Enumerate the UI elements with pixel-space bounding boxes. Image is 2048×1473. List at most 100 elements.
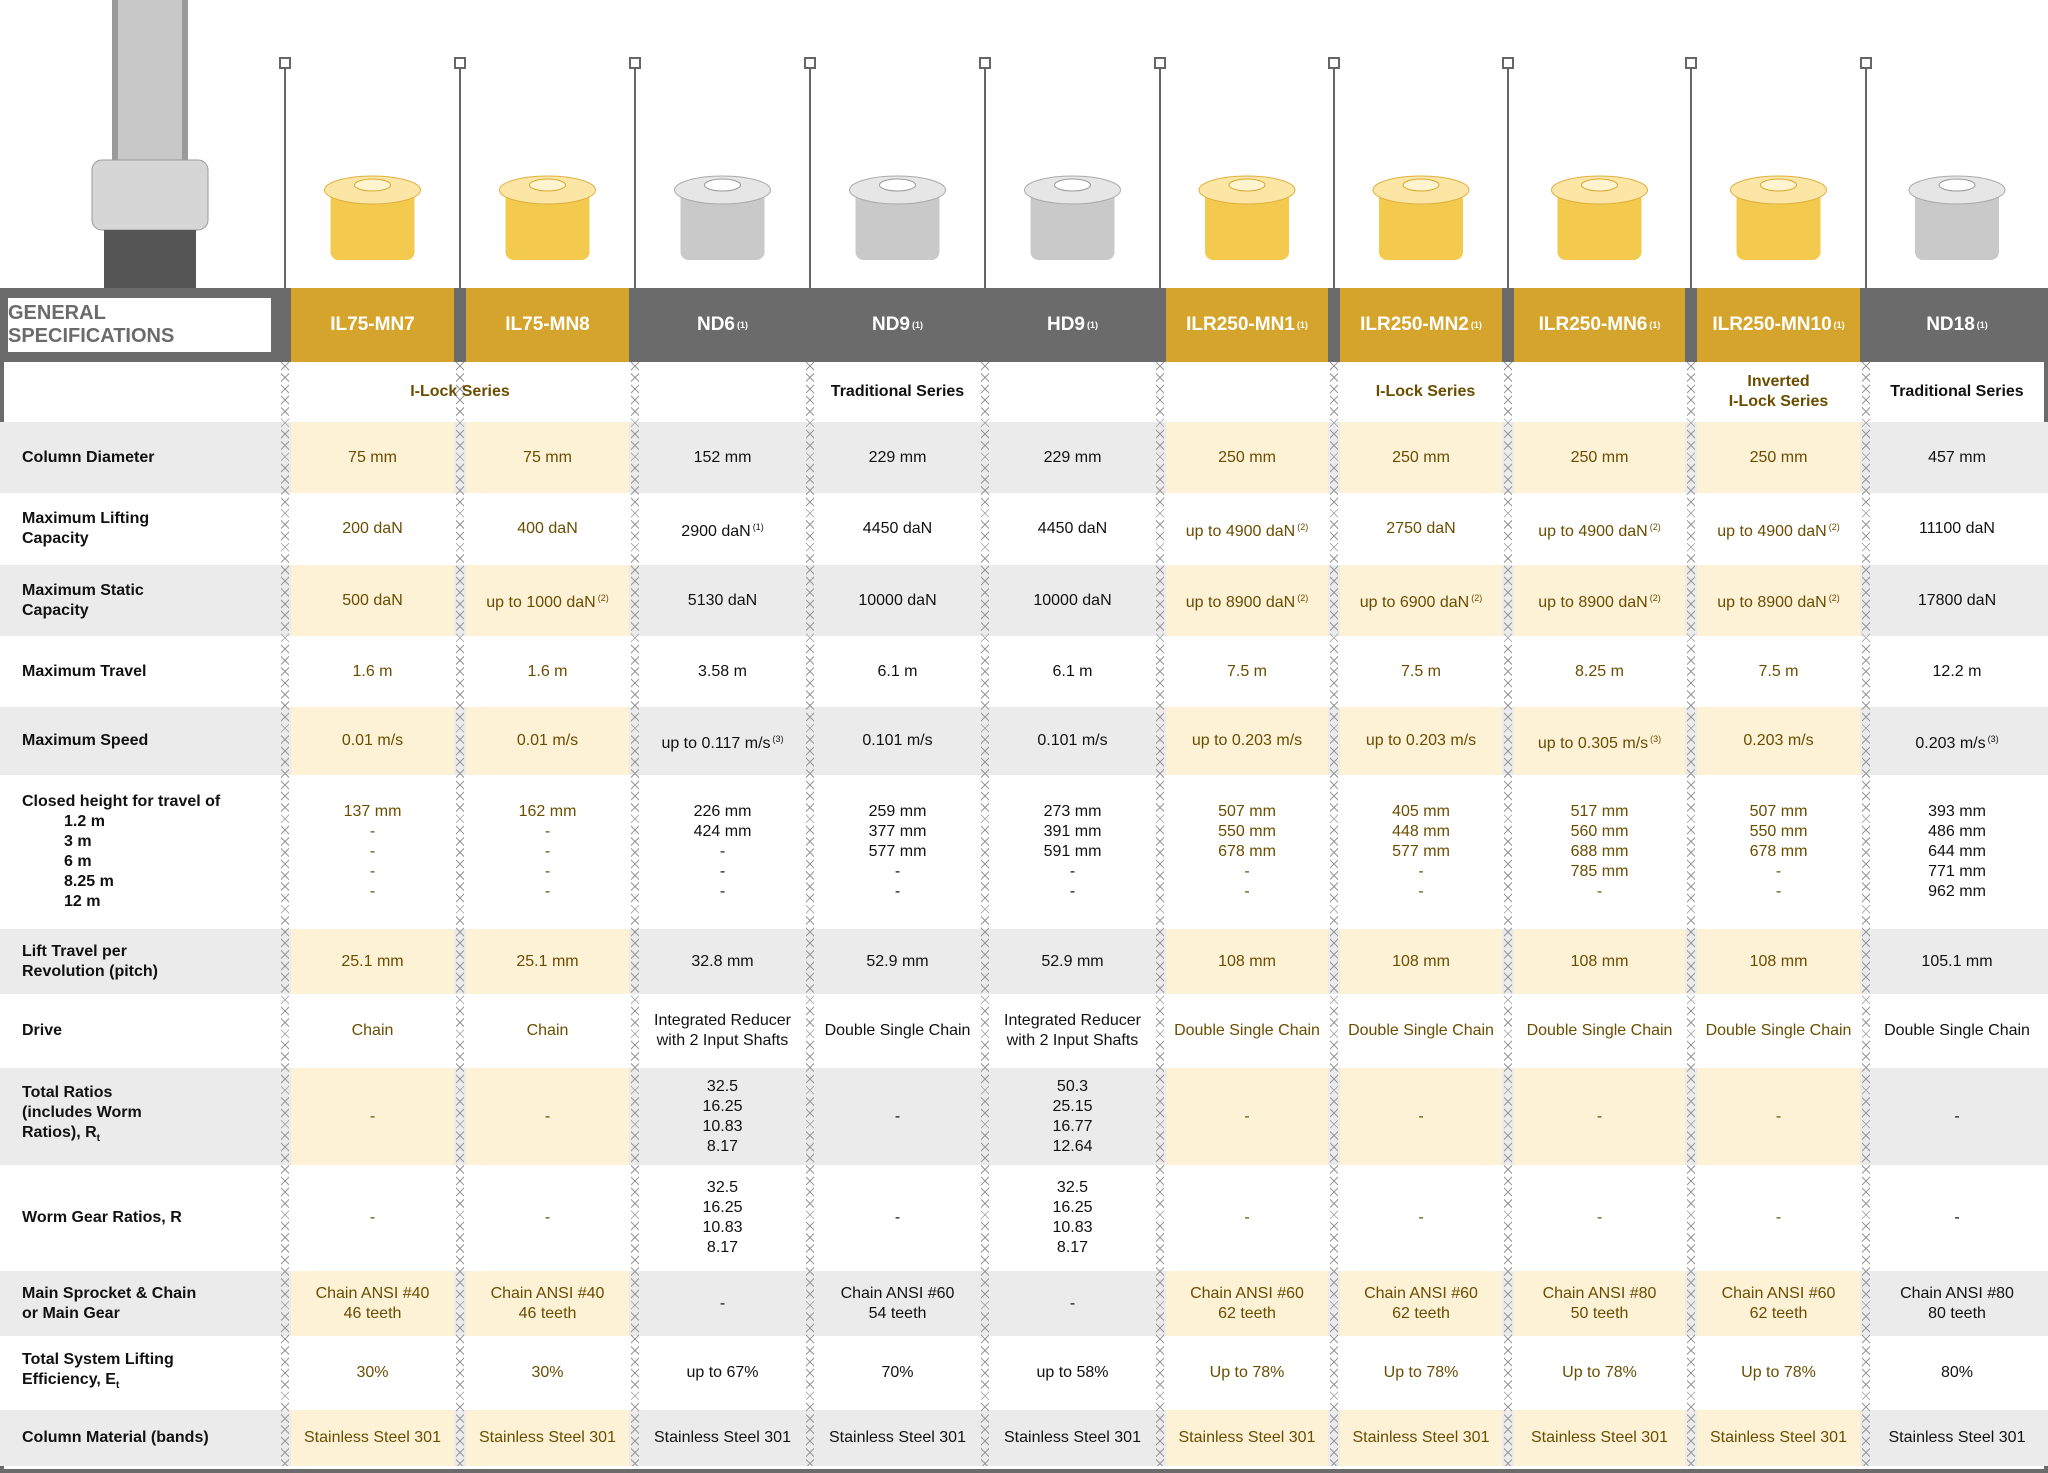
spec-cell: Double Single Chain [1697, 994, 1860, 1068]
spec-cell: 4450 daN [991, 493, 1154, 565]
column-header: ILR250-MN2 (1) [1340, 288, 1502, 362]
spec-cell: 30% [291, 1336, 454, 1410]
cell-line: - [1244, 1209, 1250, 1226]
cell-line: up to 1000 daN (2) [486, 588, 608, 613]
label-line: Ratios), Rt [22, 1123, 100, 1149]
marker-box [629, 57, 641, 69]
cell-line: 11100 daN [1919, 520, 1995, 537]
cell-note: (2) [1297, 593, 1309, 603]
cell-line: - [1244, 1107, 1250, 1125]
spec-cell: 0.01 m/s [466, 707, 629, 775]
spec-cell: 507 mm 550 mm 678 mm - - [1697, 775, 1860, 929]
spec-cell: 0.101 m/s [991, 707, 1154, 775]
spec-cell: up to 0.203 m/s [1166, 707, 1328, 775]
product-hub [1938, 178, 1976, 192]
column-header: IL75-MN7 [291, 288, 454, 362]
cell-line: Chain ANSI #60 [1190, 1284, 1304, 1302]
product-body [1205, 190, 1289, 260]
cell-line: - [1775, 863, 1782, 880]
cell-line: 32.5 [706, 1179, 739, 1196]
spec-cell: - [291, 1068, 454, 1165]
cell-line: Chain ANSI #80 [1542, 1284, 1657, 1302]
spec-cell: Stainless Steel 301 [1697, 1410, 1860, 1466]
cell-line: 6.1 m [877, 662, 918, 680]
cell-line: - [1775, 1209, 1782, 1226]
spec-cell: Double Single Chain [1166, 994, 1328, 1068]
cell-line: Stainless Steel 301 [1178, 1429, 1316, 1446]
series-label: Traditional Series [635, 362, 1160, 422]
product-body [1379, 190, 1463, 260]
cell-line: - [894, 1209, 901, 1226]
cell-note: (2) [1828, 521, 1840, 532]
cell-note: (3) [772, 733, 784, 744]
cell-line: 70% [881, 1364, 914, 1381]
cell-line: Double Single Chain [1348, 1022, 1494, 1039]
column-divider [981, 362, 989, 1466]
cell-line: 448 mm [1392, 823, 1450, 840]
cell-line: 10000 daN [1033, 591, 1112, 609]
spec-cell: 250 mm [1166, 422, 1328, 493]
spec-cell: 7.5 m [1697, 636, 1860, 707]
cell-line: 500 daN [342, 591, 403, 609]
cell-line: Stainless Steel 301 [1710, 1429, 1847, 1446]
spec-cell: 30% [466, 1336, 629, 1410]
spec-cell: 17800 daN [1872, 565, 2042, 636]
label-line: (includes Worm [22, 1104, 142, 1122]
cell-line: 678 mm [1218, 843, 1276, 860]
spec-cell: up to 0.203 m/s [1340, 707, 1502, 775]
cell-line: - [544, 863, 551, 880]
row-label: Column Diameter [0, 422, 285, 493]
cell-line: Double Single Chain [1526, 1022, 1673, 1039]
spec-cell: up to 1000 daN (2) [466, 565, 629, 636]
marker-box [279, 57, 291, 69]
column-name: HD9 [1046, 314, 1085, 335]
spec-cell: Up to 78% [1340, 1336, 1502, 1410]
cell-line: 54 teeth [868, 1304, 927, 1322]
cell-line: 10.83 [1052, 1219, 1093, 1236]
sub-label: 8.25 m [64, 873, 114, 890]
cell-line: 550 mm [1218, 823, 1276, 840]
cell-line: 46 teeth [343, 1304, 402, 1322]
cell-line: 8.17 [1056, 1239, 1089, 1256]
spec-cell: - [1872, 1165, 2042, 1271]
cell-line: 108 mm [1570, 952, 1629, 970]
cell-line: - [1418, 883, 1424, 900]
cell-line: 12.2 m [1932, 662, 1982, 680]
cell-line: 75 mm [348, 448, 397, 466]
cell-line: 3.58 m [698, 662, 747, 680]
cell-line: 259 mm [868, 803, 927, 820]
cell-text: up to 0.117 m/s [661, 734, 771, 752]
column-divider [1687, 362, 1695, 1466]
spec-cell: Stainless Steel 301 [1166, 1410, 1328, 1466]
cell-line: - [369, 883, 376, 900]
cell-line: 62 teeth [1218, 1304, 1276, 1322]
product-hub [879, 178, 916, 192]
cell-line: 62 teeth [1749, 1304, 1808, 1322]
cell-line: 785 mm [1570, 863, 1629, 880]
cell-text: up to 8900 daN [1185, 594, 1296, 611]
spec-cell: - [1514, 1165, 1685, 1271]
cell-line: Up to 78% [1383, 1364, 1459, 1381]
cell-line: up to 8900 daN (2) [1717, 588, 1839, 613]
spec-cell: 457 mm [1872, 422, 2042, 493]
column-divider [281, 362, 289, 1466]
cell-line: 591 mm [1043, 843, 1102, 860]
cell-note: (3) [1650, 733, 1662, 744]
cell-line: 393 mm [1928, 803, 1986, 820]
cell-line: - [544, 1209, 551, 1226]
cell-line: 771 mm [1928, 863, 1986, 880]
spec-cell: 105.1 mm [1872, 929, 2042, 994]
cell-line: 108 mm [1749, 952, 1808, 970]
spec-cell: Chain ANSI #60 62 teeth [1166, 1271, 1328, 1336]
cell-line: 2900 daN (1) [681, 517, 763, 542]
series-line: Traditional Series [830, 383, 965, 400]
column-header: ILR250-MN1 (1) [1166, 288, 1328, 362]
column-header: ND9 (1) [816, 288, 979, 362]
cell-line: 0.203 m/s (3) [1915, 729, 1998, 754]
cell-line: 550 mm [1749, 823, 1808, 840]
product-body [855, 190, 940, 260]
cell-line: - [1954, 1107, 1960, 1125]
cell-line: - [544, 843, 551, 860]
cell-line: 8.25 m [1575, 662, 1624, 680]
cell-line: 4450 daN [1037, 520, 1108, 537]
